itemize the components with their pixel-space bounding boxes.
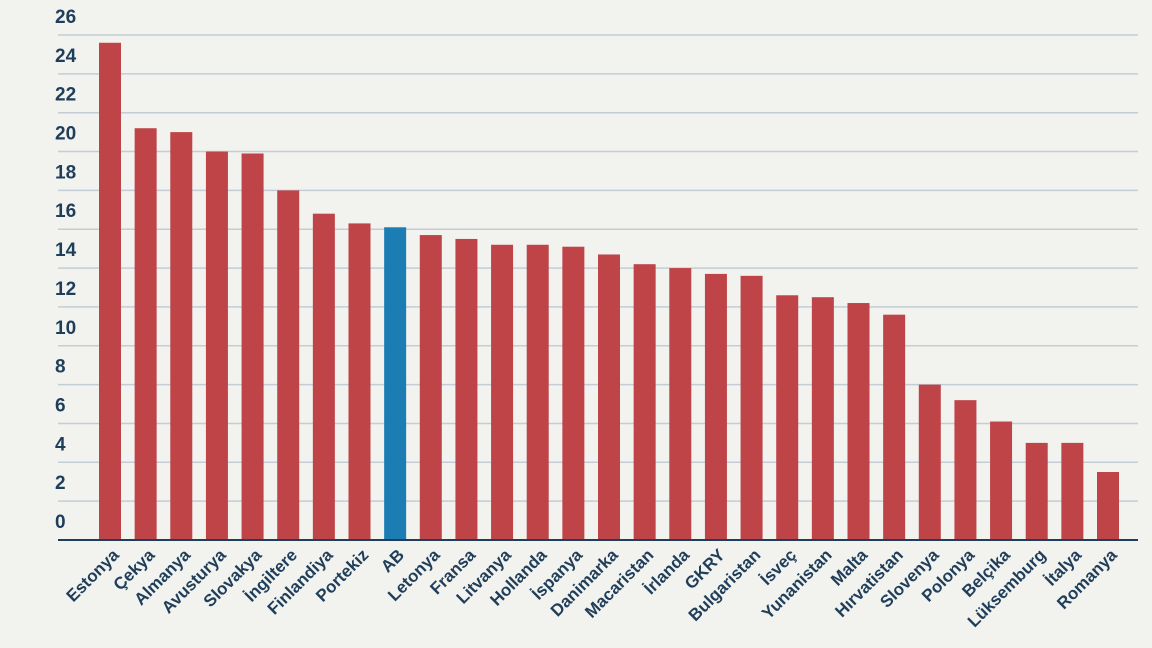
bars (99, 42, 1119, 541)
bar-25 (990, 421, 1013, 540)
bar-27 (1061, 442, 1084, 540)
bar-3 (205, 151, 228, 541)
y-tick-label: 8 (55, 357, 66, 378)
y-tick-label: 14 (55, 240, 77, 261)
bar-5 (277, 190, 300, 540)
bar-22 (883, 314, 906, 540)
y-tick-label: 16 (55, 201, 76, 222)
bar-23 (918, 384, 941, 540)
y-tick-label: 24 (55, 46, 77, 67)
y-tick-label: 10 (55, 318, 76, 339)
bar-10 (455, 238, 478, 540)
bar-21 (847, 303, 870, 540)
y-tick-label: 20 (55, 124, 76, 145)
bar-16 (669, 268, 692, 540)
bar-12 (526, 244, 549, 540)
x-axis-labels: EstonyaÇekyaAlmanyaAvusturyaSlovakyaİngi… (63, 545, 1122, 631)
y-tick-label: 6 (55, 395, 66, 416)
bar-15 (633, 264, 656, 540)
y-tick-label: 26 (55, 7, 76, 28)
y-tick-label: 18 (55, 162, 76, 183)
bar-17 (704, 273, 727, 540)
bar-2 (170, 132, 193, 540)
bar-26 (1025, 442, 1048, 540)
y-tick-label: 2 (55, 473, 66, 494)
bar-4 (241, 153, 264, 540)
bar-20 (811, 297, 834, 540)
y-tick-label: 12 (55, 279, 76, 300)
bar-19 (776, 295, 799, 540)
y-tick-label: 0 (55, 512, 66, 533)
bar-11 (491, 244, 514, 540)
bar-0 (99, 42, 121, 541)
bar-18 (740, 275, 763, 540)
bar-14 (598, 254, 620, 540)
bar-1 (134, 128, 157, 540)
bar-8 (384, 227, 407, 541)
bar-13 (562, 246, 585, 540)
y-tick-label: 22 (55, 85, 76, 106)
bar-9 (419, 235, 442, 541)
bar-24 (954, 400, 977, 540)
bar-28 (1097, 472, 1119, 540)
y-tick-label: 4 (55, 434, 66, 455)
bar-6 (312, 213, 335, 540)
bar-7 (348, 223, 371, 540)
